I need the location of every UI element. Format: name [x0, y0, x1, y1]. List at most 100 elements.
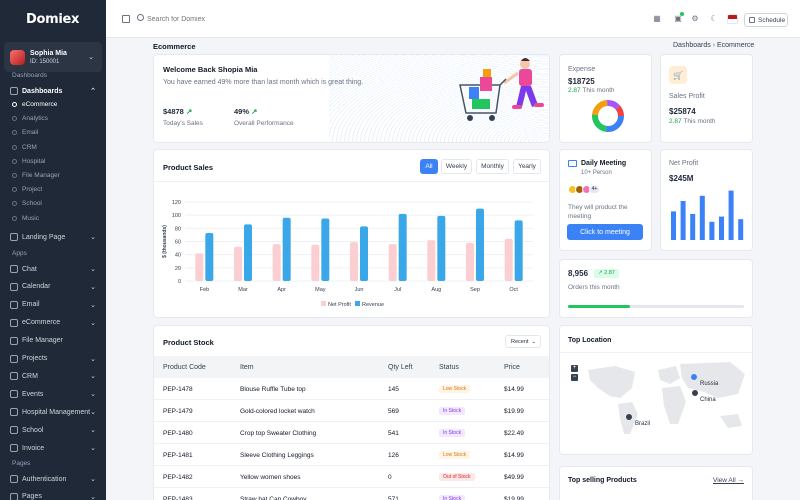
sidebar-item-file-manager[interactable]: File Manager	[0, 169, 106, 182]
bar-net-profit[interactable]	[388, 244, 397, 281]
sidebar-item-hospital-management[interactable]: Hospital Management ⌄	[0, 405, 106, 419]
sidebar-item-music[interactable]: Music	[0, 212, 106, 225]
sidebar-item-crm[interactable]: CRM ⌄	[0, 369, 106, 383]
product-stock-title: Product Stock	[163, 338, 214, 347]
sidebar-item-email[interactable]: Email ⌄	[0, 298, 106, 312]
tab-yearly[interactable]: Yearly	[513, 159, 541, 174]
table-row[interactable]	[154, 400, 549, 422]
bar-revenue[interactable]	[205, 232, 214, 281]
bar-revenue[interactable]	[398, 213, 407, 281]
bar-net-profit[interactable]	[272, 244, 281, 281]
bar-revenue[interactable]	[360, 226, 368, 281]
moon-icon[interactable]: ☾	[710, 14, 718, 23]
view-all-link[interactable]: View All →	[713, 477, 744, 484]
recent-filter-dropdown[interactable]: Recent ⌄	[505, 335, 541, 348]
breadcrumb-dashboards[interactable]: Dashboards	[673, 42, 711, 49]
tab-all[interactable]: All	[420, 159, 438, 174]
sidebar-item-hospital[interactable]: Hospital	[0, 155, 106, 168]
bar-net-profit[interactable]	[195, 253, 204, 281]
tab-weekly[interactable]: Weekly	[441, 159, 472, 174]
meeting-title: Daily Meeting	[581, 160, 627, 167]
map-marker[interactable]	[691, 374, 697, 380]
bar-net-profit[interactable]	[504, 238, 513, 281]
nav-dashboards[interactable]: Dashboards ⌃	[0, 84, 106, 98]
bar-net-profit[interactable]	[350, 242, 358, 281]
sidebar-item-file-manager[interactable]: File Manager	[0, 334, 106, 348]
menu-icon	[10, 475, 18, 483]
net-profit-bar	[709, 221, 715, 240]
bar-revenue[interactable]	[244, 224, 252, 281]
table-cell: Blouse Ruffle Tube top	[240, 386, 306, 393]
page-title: Ecommerce	[153, 42, 196, 51]
click-to-meeting-button[interactable]: Click to meeting	[567, 224, 643, 240]
menu-icon	[10, 390, 18, 399]
table-row[interactable]	[154, 466, 549, 488]
language-flag-icon[interactable]	[727, 14, 738, 24]
menu-icon	[10, 444, 18, 452]
sidebar-item-project[interactable]: Project	[0, 183, 106, 196]
sidebar-item-invoice[interactable]: Invoice ⌄	[0, 441, 106, 455]
sidebar-item-calendar[interactable]: Calendar ⌄	[0, 280, 106, 294]
breadcrumb-ecommerce: Ecommerce	[716, 42, 755, 49]
nav-landing-page[interactable]: Landing Page ⌄	[0, 230, 106, 244]
table-cell: PEP-1483	[163, 496, 193, 500]
sidebar-item-authentication[interactable]: Authentication ⌄	[0, 472, 106, 486]
sidebar-item-ecommerce[interactable]: eCommerce ⌄	[0, 316, 106, 330]
bar-net-profit[interactable]	[427, 240, 436, 281]
expense-donut-chart	[592, 100, 624, 132]
cart-icon[interactable]: ▣	[674, 14, 682, 23]
product-stock-card: Product Stock Recent ⌄ Product Code Item Q…	[153, 325, 550, 500]
map-marker[interactable]	[692, 390, 698, 396]
bar-revenue[interactable]	[514, 220, 523, 281]
y-tick-label: 60	[175, 240, 181, 246]
bar-net-profit[interactable]	[234, 246, 242, 281]
zoom-out-button[interactable]: −	[571, 374, 578, 381]
bar-revenue[interactable]	[321, 218, 330, 281]
sidebar-toggle-icon[interactable]	[122, 15, 130, 23]
sidebar-item-crm[interactable]: CRM	[0, 141, 106, 154]
table-row[interactable]	[154, 488, 549, 500]
chevron-up-icon: ⌃	[90, 88, 96, 95]
sidebar-item-school[interactable]: School	[0, 197, 106, 210]
sidebar-item-analytics[interactable]: Analytics	[0, 112, 106, 125]
sidebar-item-ecommerce[interactable]: eCommerce	[0, 98, 106, 111]
sidebar-item-school[interactable]: School ⌄	[0, 423, 106, 437]
table-row[interactable]	[154, 378, 549, 400]
sidebar-item-events[interactable]: Events ⌄	[0, 387, 106, 401]
legend-label[interactable]: Net Profit	[328, 302, 351, 308]
bar-revenue[interactable]	[282, 217, 291, 281]
section-title-apps: Apps	[12, 250, 27, 257]
net-profit-card: Net Profit $245M	[660, 149, 753, 251]
settings-icon[interactable]: ⚙	[691, 14, 699, 23]
divider	[560, 352, 752, 353]
tab-monthly[interactable]: Monthly	[476, 159, 509, 174]
bar-revenue[interactable]	[437, 215, 446, 281]
x-tick-label: Jul	[394, 287, 401, 293]
world-map	[588, 362, 745, 434]
table-row[interactable]	[154, 422, 549, 444]
bar-revenue[interactable]	[476, 208, 484, 281]
table-row[interactable]	[154, 444, 549, 466]
sidebar-item-label: Analytics	[22, 115, 49, 123]
schedule-button[interactable]: Schedule	[744, 13, 788, 27]
sidebar-item-chat[interactable]: Chat ⌄	[0, 262, 106, 276]
legend-label[interactable]: Revenue	[362, 302, 384, 308]
search-input[interactable]	[147, 13, 297, 25]
user-profile[interactable]: Sophia Mia ID: 150001 ⌄	[4, 42, 102, 72]
zoom-in-button[interactable]: +	[571, 365, 578, 372]
brand-logo[interactable]: Domiex	[0, 0, 106, 38]
table-cell: 569	[388, 408, 399, 415]
marker-label-china: China	[700, 397, 716, 403]
net-profit-bar	[690, 214, 696, 240]
sidebar-item-email[interactable]: Email	[0, 126, 106, 139]
sales-profit-change: 2.87 This month	[669, 118, 716, 125]
video-icon	[568, 160, 577, 167]
sidebar-item-pages[interactable]: Pages ⌄	[0, 490, 106, 500]
sidebar-item-projects[interactable]: Projects ⌄	[0, 352, 106, 366]
bar-net-profit[interactable]	[311, 244, 320, 281]
apps-grid-icon[interactable]: ▦	[653, 14, 661, 23]
map-marker[interactable]	[626, 414, 632, 420]
sales-profit-label: Sales Profit	[669, 93, 705, 100]
bar-net-profit[interactable]	[466, 242, 474, 281]
x-tick-label: Sep	[470, 287, 480, 293]
